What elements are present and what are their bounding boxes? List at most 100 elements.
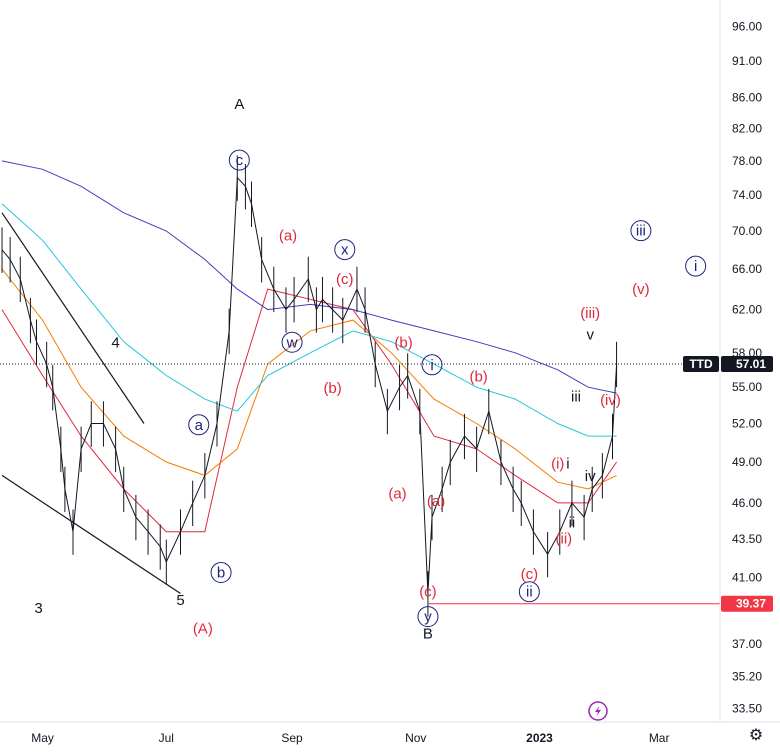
- time-tick-label: Jul: [159, 731, 174, 745]
- wave-label-text: (c): [521, 566, 539, 583]
- moving-average-line: [1, 268, 617, 490]
- wave-label-text: iii: [636, 223, 646, 240]
- price-tick-label: 43.50: [732, 532, 762, 546]
- wave-label: 3: [34, 600, 42, 617]
- wave-label-text: (b): [323, 380, 341, 397]
- wave-label-circle: [210, 561, 232, 583]
- wave-label-circle: [421, 354, 443, 376]
- wave-label: i: [566, 456, 569, 473]
- wave-label: (a): [388, 486, 406, 503]
- wave-label-text: (v): [632, 281, 650, 298]
- wave-label-text: i: [430, 357, 433, 374]
- axes: [0, 0, 780, 723]
- wave-label-text: B: [423, 626, 433, 643]
- wave-label-text: (ii): [556, 531, 573, 548]
- wave-label-text: (i): [551, 456, 564, 473]
- wave-label-circle: [685, 255, 707, 277]
- price-tick-label: 66.00: [732, 262, 762, 276]
- wave-label: (c): [336, 271, 354, 288]
- price-tick-label: 82.00: [732, 122, 762, 136]
- wave-label-text: i: [694, 258, 697, 275]
- wave-label-text: w: [286, 334, 298, 351]
- moving-averages: [1, 160, 618, 533]
- tradingview-logo[interactable]: [588, 701, 608, 721]
- wave-label-text: (a): [388, 486, 406, 503]
- wave-label: B: [423, 626, 433, 643]
- wave-label: (c): [521, 566, 539, 583]
- symbol-badge: TTD: [683, 355, 719, 372]
- wave-label: (iii): [580, 305, 600, 322]
- wave-label-text: b: [217, 564, 225, 581]
- wave-label: (a): [279, 227, 297, 244]
- wave-label-text: (b): [469, 368, 487, 385]
- wave-label-text: 4: [111, 334, 119, 351]
- last-price-badge: 57.01: [721, 355, 773, 372]
- price-tick-label: 52.00: [732, 417, 762, 431]
- trendlines: [1, 212, 181, 595]
- horizontal-levels: [0, 363, 720, 605]
- wave-label: (ii): [556, 531, 573, 548]
- elliott-wave-labels: Ac (a) x (c) w (b) 4 a b 3 5 (A) (b) i (a) (a) (b) (c) yB (…: [34, 96, 707, 643]
- wave-label: (b): [323, 380, 341, 397]
- wave-label: A: [234, 96, 244, 113]
- wave-label: i: [421, 354, 443, 376]
- wave-label-text: y: [424, 609, 432, 626]
- wave-label-text: (a): [279, 227, 297, 244]
- price-bars: [1, 155, 618, 617]
- last-price-value: 57.01: [736, 357, 766, 371]
- wave-label: (a): [427, 493, 445, 510]
- wave-label: iii: [571, 388, 581, 405]
- time-tick-label: Nov: [405, 731, 426, 745]
- price-tick-label: 41.00: [732, 570, 762, 584]
- trendline: [1, 474, 181, 595]
- price-tick-label: 96.00: [732, 19, 762, 33]
- gear-icon[interactable]: ⚙: [748, 727, 764, 744]
- wave-label: c: [228, 149, 250, 171]
- time-axis-ticks: May Jul Sep Nov 2023 Mar: [31, 731, 669, 745]
- wave-label-text: A: [234, 96, 244, 113]
- price-tick-label: 55.00: [732, 380, 762, 394]
- wave-label-text: (b): [394, 334, 412, 351]
- wave-label: (A): [193, 621, 213, 638]
- wave-label-circle: [228, 149, 250, 171]
- price-axis-ticks: 96.00 91.00 86.00 82.00 78.00 74.00 70.00 66.00…: [732, 19, 762, 715]
- wave-label-text: x: [341, 242, 349, 259]
- price-tick-label: 37.00: [732, 637, 762, 651]
- price-tick-label: 70.00: [732, 224, 762, 238]
- wave-label: i: [685, 255, 707, 277]
- wave-label: ii: [569, 514, 576, 531]
- trendline: [1, 212, 145, 424]
- time-tick-label: Mar: [649, 731, 670, 745]
- wave-label-text: 5: [176, 592, 184, 609]
- wave-label: w: [281, 331, 303, 353]
- wave-label: iv: [585, 468, 596, 485]
- wave-label-text: (iv): [600, 392, 621, 409]
- wave-label-text: iii: [571, 388, 581, 405]
- wave-label-text: i: [566, 456, 569, 473]
- price-tick-label: 46.00: [732, 496, 762, 510]
- symbol-label: TTD: [689, 357, 713, 371]
- price-tick-label: 78.00: [732, 154, 762, 168]
- wave-label: v: [586, 327, 594, 344]
- time-tick-label: 2023: [526, 731, 553, 745]
- wave-label-text: (c): [419, 584, 437, 601]
- wave-label-text: c: [236, 152, 244, 169]
- price-tick-label: 49.00: [732, 455, 762, 469]
- wave-label-circle: [630, 220, 652, 242]
- price-line: [1, 176, 618, 594]
- wave-label-text: iv: [585, 468, 596, 485]
- wave-label: (iv): [600, 392, 621, 409]
- price-tick-label: 74.00: [732, 188, 762, 202]
- lightning-bolt-icon: [588, 701, 608, 721]
- wave-label-text: 3: [34, 600, 42, 617]
- wave-label: a: [188, 414, 210, 436]
- time-tick-label: Sep: [281, 731, 303, 745]
- wave-label: 5: [176, 592, 184, 609]
- wave-label: (b): [394, 334, 412, 351]
- wave-label-circle: [518, 581, 540, 603]
- wave-label: (v): [632, 281, 650, 298]
- wave-label: (i): [551, 456, 564, 473]
- wave-label: (c): [419, 584, 437, 601]
- wave-label: (b): [469, 368, 487, 385]
